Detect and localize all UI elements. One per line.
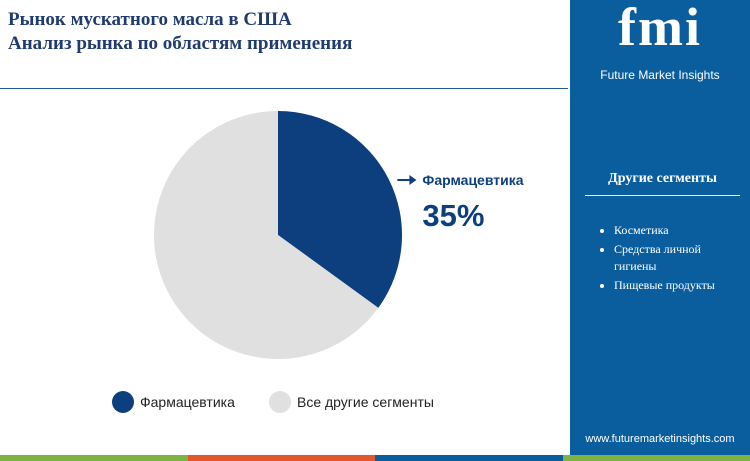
legend-marker bbox=[112, 391, 134, 413]
pie-slice bbox=[153, 110, 379, 360]
segment-item: Косметика bbox=[614, 222, 734, 239]
chart-title: Рынок мускатного масла в США Анализ рынк… bbox=[8, 8, 352, 56]
brand: Future Market Insights bbox=[600, 68, 720, 82]
stripe bbox=[0, 455, 750, 461]
legend-marker bbox=[269, 391, 291, 413]
segment-item: Пищевые продукты bbox=[614, 277, 734, 294]
title-line: Рынок мускатного масла в США bbox=[8, 9, 292, 30]
sidebar: fmi Future Market Insights Другие сегмен… bbox=[570, 0, 750, 455]
title-line: Анализ рынка по областям применения bbox=[8, 32, 353, 54]
pie-slice bbox=[278, 111, 402, 308]
segment-item: Средства личной гигиены bbox=[614, 241, 734, 275]
value-label: 35% bbox=[422, 198, 484, 233]
chart: Фармацевтика 35% Фармацевтика Все другие се… bbox=[112, 110, 524, 413]
callout-arrowhead bbox=[409, 175, 417, 185]
divider bbox=[0, 88, 568, 89]
callout-label: Фармацевтика bbox=[422, 172, 523, 188]
logo: fmi bbox=[618, 0, 702, 57]
website: www.futuremarketinsights.com bbox=[585, 433, 735, 445]
segment-list: Косметика Средства личной гигиены Пищевы… bbox=[598, 222, 734, 296]
legend-label: Все другие сегменты bbox=[297, 394, 434, 410]
legend-label: Фармацевтика bbox=[140, 394, 235, 410]
sidebar-heading: Другие сегменты bbox=[585, 171, 740, 196]
